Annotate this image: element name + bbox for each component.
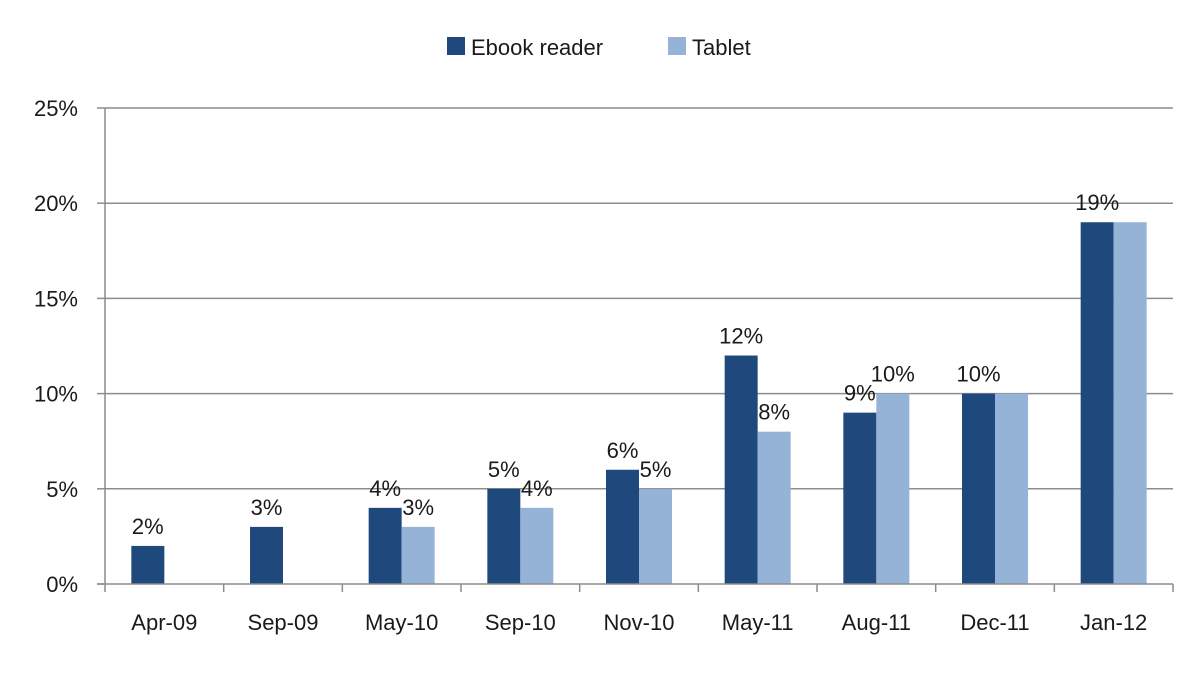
bar-ebook-reader-may-10 (368, 507, 402, 584)
x-tick-label: Sep-09 (248, 610, 319, 635)
legend-label-ebook-reader: Ebook reader (471, 35, 603, 60)
y-tick-label: 5% (46, 477, 78, 502)
y-tick-label: 0% (46, 572, 78, 597)
x-tick-label: Aug-11 (842, 610, 911, 635)
data-label-ebook-reader: 6% (607, 438, 639, 463)
data-label-ebook-reader: 9% (844, 381, 876, 406)
data-label-ebook-reader: 10% (956, 362, 1000, 387)
axes (97, 107, 1174, 592)
bar-ebook-reader-sep-10 (487, 488, 521, 584)
data-label-ebook-reader: 2% (132, 514, 164, 539)
bars (131, 222, 1147, 585)
bar-ebook-reader-aug-11 (843, 412, 877, 584)
bar-ebook-reader-may-11 (724, 355, 758, 584)
x-tick-label: Nov-10 (604, 610, 675, 635)
x-tick-label: May-11 (722, 610, 794, 635)
bar-tablet-dec-11 (995, 393, 1028, 584)
bar-tablet-sep-10 (520, 507, 554, 584)
bar-tablet-may-11 (757, 431, 791, 584)
bar-tablet-nov-10 (639, 488, 672, 584)
x-tick-label: Apr-09 (131, 610, 197, 635)
data-label-ebook-reader: 3% (251, 495, 283, 520)
data-label-ebook-reader: 4% (369, 476, 401, 501)
data-label-ebook-reader: 5% (488, 457, 520, 482)
bar-tablet-may-10 (401, 526, 435, 584)
bar-ebook-reader-apr-09 (131, 545, 165, 584)
y-tick-label: 10% (34, 382, 78, 407)
bar-ebook-reader-dec-11 (962, 393, 995, 584)
x-tick-label: May-10 (365, 610, 438, 635)
data-label-ebook-reader: 12% (719, 324, 763, 349)
legend-label-tablet: Tablet (692, 35, 751, 60)
legend-swatch-ebook-reader (447, 37, 465, 55)
data-label-tablet: 3% (402, 495, 434, 520)
x-tick-label: Dec-11 (960, 610, 1029, 635)
bar-ebook-reader-jan-12 (1080, 222, 1114, 585)
data-label-tablet: 5% (640, 457, 672, 482)
data-label-tablet: 4% (521, 476, 553, 501)
legend-swatch-tablet (668, 37, 686, 55)
legend: Ebook reader Tablet (447, 35, 751, 60)
y-axis-tick-labels: 0% 5% 10% 15% 20% 25% (34, 96, 78, 597)
y-tick-label: 20% (34, 191, 78, 216)
data-label-ebook-reader: 19% (1075, 190, 1119, 215)
x-tick-label: Sep-10 (485, 610, 556, 635)
y-tick-label: 25% (34, 96, 78, 121)
data-label-tablet: 10% (871, 362, 915, 387)
bar-ebook-reader-sep-09 (250, 526, 283, 584)
y-tick-label: 15% (34, 286, 78, 311)
bar-ebook-reader-nov-10 (606, 469, 639, 584)
x-axis-tick-labels: Apr-09 Sep-09 May-10 Sep-10 Nov-10 May-11 Aug-… (131, 610, 1147, 635)
data-label-tablet: 8% (758, 400, 790, 425)
data-labels: 2%3%4%3%5%4%6%5%12%8%9%10% 10%19% (132, 190, 1119, 539)
bar-tablet-aug-11 (876, 393, 910, 584)
bar-tablet-jan-12 (1113, 222, 1147, 585)
x-tick-label: Jan-12 (1080, 610, 1147, 635)
